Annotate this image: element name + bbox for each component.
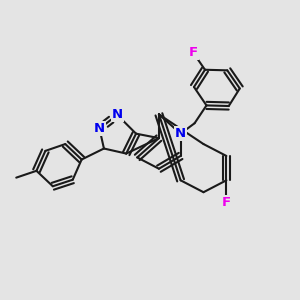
Text: F: F: [188, 46, 198, 59]
Text: N: N: [175, 127, 186, 140]
Text: N: N: [94, 122, 105, 135]
Text: N: N: [112, 108, 123, 122]
Text: F: F: [222, 196, 231, 209]
